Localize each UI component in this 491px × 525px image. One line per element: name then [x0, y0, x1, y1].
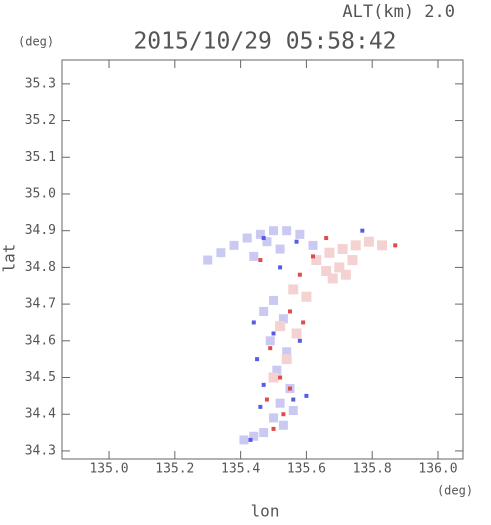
radar-cell [321, 266, 332, 277]
radar-cell [272, 365, 282, 375]
radar-cell [278, 314, 288, 324]
y-axis-label: lat [0, 244, 19, 273]
x-axis-label: lon [251, 502, 280, 521]
radar-cell [291, 328, 302, 339]
radar-cell [377, 240, 388, 251]
radar-cell [337, 244, 348, 255]
radar-cell [249, 431, 259, 441]
radar-cell [262, 237, 272, 247]
radar-cell [248, 437, 253, 442]
radar-cell [255, 357, 260, 362]
x-tick-label: 135.4 [221, 462, 260, 477]
radar-cell [239, 435, 249, 445]
radar-cell [308, 240, 318, 250]
radar-cell [268, 372, 279, 383]
radar-cell [287, 386, 292, 391]
y-tick-label: 34.3 [25, 443, 56, 458]
y-tick-label: 34.4 [25, 407, 56, 422]
radar-cell [203, 255, 213, 265]
radar-cell [294, 239, 299, 244]
radar-cell [259, 428, 269, 438]
radar-cell [297, 338, 302, 343]
radar-cell [282, 347, 292, 357]
y-tick-label: 34.8 [25, 260, 56, 275]
plot-frame [61, 59, 464, 460]
radar-cell [271, 331, 276, 336]
radar-cell [281, 354, 292, 365]
radar-cell [229, 240, 239, 250]
chart-title: 2015/10/29 05:58:42 [133, 29, 396, 55]
radar-cell [324, 247, 335, 258]
radar-cell [259, 306, 269, 316]
radar-cell [297, 272, 302, 277]
y-tick-label: 35.3 [25, 76, 56, 91]
altitude: ALT(km) 2.0 [342, 2, 455, 22]
x-tick-label: 135.8 [353, 462, 392, 477]
radar-cell [301, 320, 306, 325]
x-tick-label: 136.0 [418, 462, 457, 477]
radar-cell [291, 397, 296, 402]
radar-cell [288, 406, 298, 416]
radar-cell [261, 236, 266, 241]
radar-cell [327, 273, 338, 284]
radar-cell [258, 404, 263, 409]
radar-cell [282, 226, 292, 236]
radar-cell [334, 262, 345, 273]
radar-cell [264, 397, 269, 402]
radar-cell [278, 375, 283, 380]
radar-cell [310, 254, 315, 259]
radar-cell [287, 309, 292, 314]
x-unit: (deg) [437, 484, 473, 498]
radar-cell [360, 228, 365, 233]
y-tick-label: 34.6 [25, 333, 56, 348]
radar-cell [393, 243, 398, 248]
y-tick-label: 34.5 [25, 370, 56, 385]
radar-cell [301, 291, 312, 302]
y-tick-label: 35.0 [25, 186, 56, 201]
radar-cell [268, 346, 273, 351]
radar-cell [265, 336, 275, 346]
radar-cell [269, 413, 279, 423]
radar-cell [278, 265, 283, 270]
y-unit: (deg) [18, 35, 54, 49]
radar-cell [242, 233, 252, 243]
radar-cell [295, 229, 305, 239]
radar-cell [304, 393, 309, 398]
radar-cell [216, 248, 226, 258]
radar-cell [311, 255, 322, 266]
radar-cell [275, 398, 285, 408]
radar-cell [350, 240, 361, 251]
y-tick-label: 35.1 [25, 150, 56, 165]
radar-cell [281, 412, 286, 417]
x-tick-label: 135.2 [155, 462, 194, 477]
y-tick-label: 34.7 [25, 297, 56, 312]
radar-cell [340, 269, 351, 280]
radar-cell [251, 320, 256, 325]
radar-cell [258, 258, 263, 263]
radar-cell [249, 251, 259, 261]
radar-cell [261, 382, 266, 387]
radar-cell [278, 420, 288, 430]
radar-cell [363, 236, 374, 247]
radar-cell [275, 244, 285, 254]
radar-cell [324, 236, 329, 241]
radar-cell [255, 229, 265, 239]
radar-cell [347, 255, 358, 266]
radar-cell [288, 284, 299, 295]
y-tick-label: 35.2 [25, 113, 56, 128]
y-tick-label: 34.9 [25, 223, 56, 238]
radar-cell [271, 426, 276, 431]
radar-cell [275, 321, 286, 332]
x-tick-label: 135.6 [287, 462, 326, 477]
radar-cell [269, 295, 279, 305]
radar-cell [269, 226, 279, 236]
x-tick-label: 135.0 [89, 462, 128, 477]
